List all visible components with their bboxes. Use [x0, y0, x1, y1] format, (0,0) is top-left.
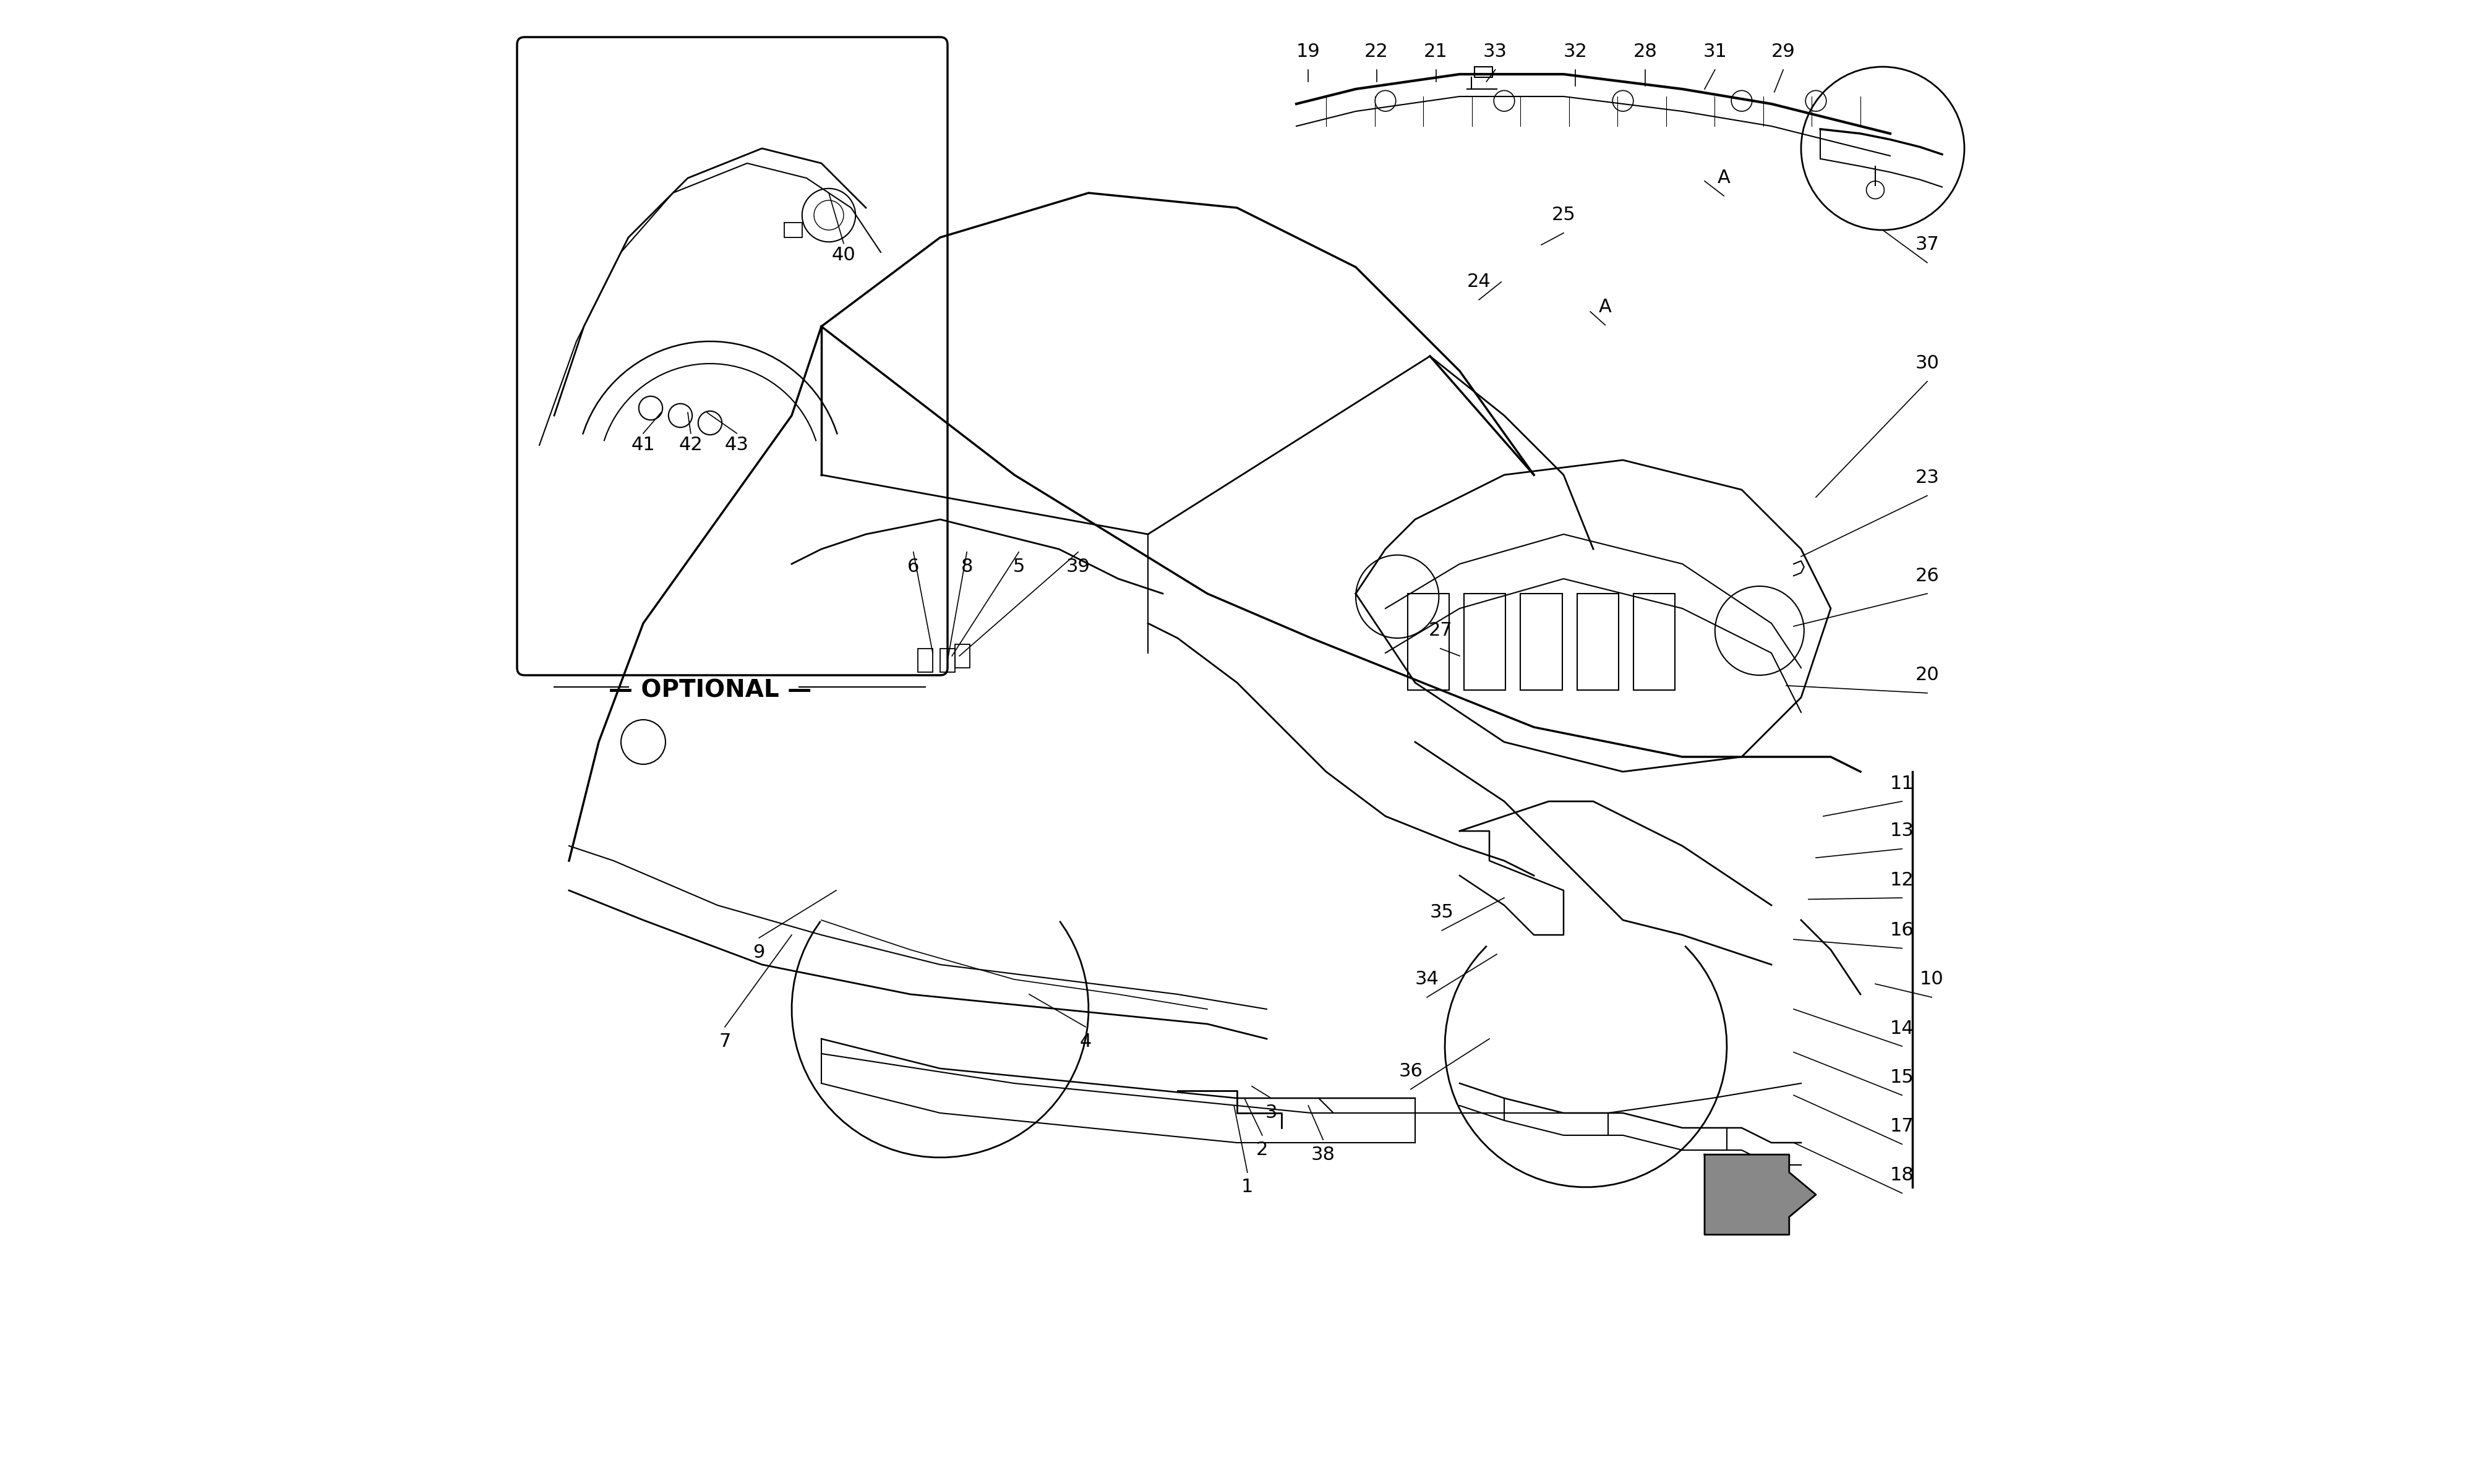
Bar: [918, 649, 933, 672]
Text: 6: 6: [908, 558, 920, 576]
Text: 41: 41: [631, 436, 656, 454]
Text: 1: 1: [1242, 1178, 1254, 1196]
Text: 11: 11: [1890, 775, 1915, 792]
Text: 13: 13: [1890, 822, 1915, 840]
Text: 34: 34: [1415, 971, 1440, 988]
Text: 16: 16: [1890, 922, 1915, 939]
Text: 20: 20: [1915, 666, 1940, 684]
Text: 23: 23: [1915, 469, 1940, 487]
Bar: [955, 644, 970, 668]
Text: 31: 31: [1702, 43, 1727, 61]
Text: 22: 22: [1366, 43, 1388, 61]
Text: 2: 2: [1257, 1141, 1269, 1159]
Text: 33: 33: [1484, 43, 1507, 61]
Text: 10: 10: [1920, 971, 1945, 988]
Text: 4: 4: [1079, 1033, 1091, 1051]
Text: 24: 24: [1467, 273, 1492, 291]
Bar: [1522, 594, 1561, 690]
Text: 27: 27: [1427, 622, 1452, 640]
Text: 15: 15: [1890, 1068, 1915, 1086]
FancyBboxPatch shape: [517, 37, 948, 675]
Text: 26: 26: [1915, 567, 1940, 585]
Text: 43: 43: [725, 436, 750, 454]
Text: 36: 36: [1398, 1063, 1423, 1080]
Text: 29: 29: [1771, 43, 1796, 61]
Text: 38: 38: [1311, 1146, 1336, 1163]
Bar: [1465, 594, 1507, 690]
Bar: [1408, 594, 1450, 690]
Text: 30: 30: [1915, 355, 1940, 372]
Text: 28: 28: [1633, 43, 1658, 61]
Text: 35: 35: [1430, 904, 1455, 922]
Text: 37: 37: [1915, 236, 1940, 254]
Text: 19: 19: [1296, 43, 1321, 61]
Text: 32: 32: [1564, 43, 1588, 61]
Text: 42: 42: [678, 436, 703, 454]
Text: A: A: [1598, 298, 1611, 316]
Text: 21: 21: [1425, 43, 1447, 61]
Text: 5: 5: [1012, 558, 1024, 576]
Text: 8: 8: [960, 558, 972, 576]
Text: 9: 9: [752, 944, 764, 962]
Text: A: A: [1717, 169, 1729, 187]
Bar: [940, 649, 955, 672]
Text: 3: 3: [1264, 1104, 1277, 1122]
Text: 18: 18: [1890, 1166, 1915, 1184]
Text: 39: 39: [1066, 558, 1091, 576]
Text: 7: 7: [720, 1033, 730, 1051]
Bar: [1633, 594, 1675, 690]
Polygon shape: [1705, 1155, 1816, 1235]
Text: 17: 17: [1890, 1117, 1915, 1135]
Text: — OPTIONAL —: — OPTIONAL —: [609, 678, 811, 702]
Text: 12: 12: [1890, 871, 1915, 889]
Text: 14: 14: [1890, 1020, 1915, 1037]
Text: 40: 40: [831, 246, 856, 264]
Bar: [1576, 594, 1618, 690]
Text: 25: 25: [1551, 206, 1576, 224]
